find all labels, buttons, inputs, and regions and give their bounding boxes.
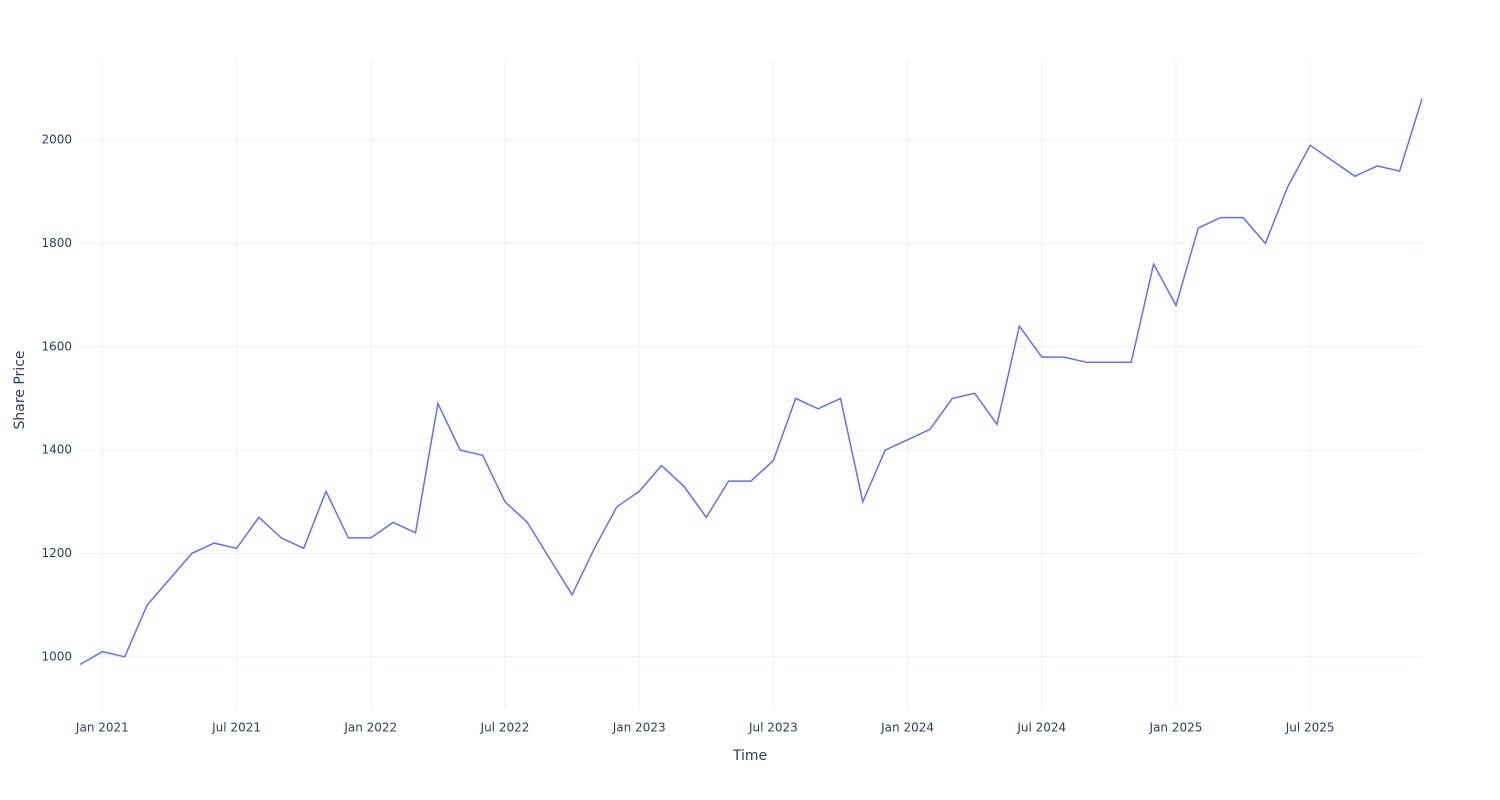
x-tick-label: Jul 2024: [1016, 721, 1066, 735]
y-tick-label: 1600: [41, 339, 72, 353]
y-tick-label: 1000: [41, 649, 72, 663]
y-tick-label: 1800: [41, 236, 72, 250]
y-axis-title: Share Price: [12, 350, 28, 429]
x-tick-label: Jul 2021: [211, 721, 261, 735]
x-tick-label: Jan 2024: [880, 721, 934, 735]
x-tick-label: Jan 2021: [75, 721, 129, 735]
x-tick-label: Jul 2023: [748, 721, 798, 735]
y-tick-label: 2000: [41, 133, 72, 147]
x-tick-label: Jan 2022: [343, 721, 397, 735]
x-tick-label: Jul 2025: [1285, 721, 1335, 735]
price-line: [79, 98, 1423, 666]
x-axis-title: Time: [732, 748, 767, 764]
y-tick-label: 1200: [41, 546, 72, 560]
y-tick-label: 1400: [41, 443, 72, 457]
x-tick-label: Jul 2022: [480, 721, 530, 735]
x-tick-label: Jan 2025: [1149, 721, 1203, 735]
x-tick-label: Jan 2023: [612, 721, 666, 735]
